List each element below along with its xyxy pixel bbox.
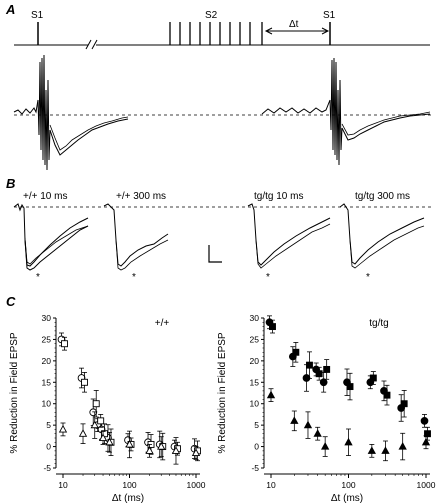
trace-label-wt-10ms: +/+ 10 ms xyxy=(23,191,67,202)
field-epsp-trace-left xyxy=(13,54,129,171)
data-point-triangle xyxy=(381,446,390,454)
y-tick-label: 0 xyxy=(254,442,259,452)
data-point-triangle xyxy=(290,416,299,424)
x-tick-label: 10 xyxy=(266,480,276,490)
data-point-square xyxy=(424,430,431,438)
y-tick-label: 30 xyxy=(250,313,260,323)
panel-a-letter: A xyxy=(5,2,15,17)
trace-label-tg-10ms: tg/tg 10 ms xyxy=(254,191,303,202)
x-tick-label: 100 xyxy=(122,480,136,490)
trace-wt-10ms xyxy=(13,203,89,271)
data-point-square xyxy=(346,383,354,391)
data-point-circle xyxy=(420,417,429,425)
data-point-circle xyxy=(319,378,328,387)
data-point-square xyxy=(315,370,323,378)
y-tick-label: 20 xyxy=(250,356,260,366)
data-point-triangle xyxy=(98,433,108,442)
y-tick-label: 15 xyxy=(250,377,260,387)
y-tick-label: 30 xyxy=(42,313,52,323)
chart-tg: -5 0 5 10 15 20 25 30 10 100 1000 Δt (ms) % Reductio… xyxy=(217,313,436,503)
y-tick-label: 25 xyxy=(42,334,52,344)
chart-title: tg/tg xyxy=(369,318,388,329)
asterisk-1: * xyxy=(36,272,40,283)
stimulus-train xyxy=(169,22,263,45)
y-tick-label: 5 xyxy=(46,420,51,430)
data-point-triangle xyxy=(78,429,88,437)
data-point-triangle xyxy=(157,442,166,450)
data-point-square xyxy=(92,400,100,408)
scale-bar xyxy=(208,245,222,263)
y-tick-label: -5 xyxy=(43,463,51,473)
y-tick-label: 10 xyxy=(42,399,52,409)
chart-title: +/+ xyxy=(155,318,170,329)
data-point-triangle xyxy=(303,420,313,429)
chart-wildtype: -5 0 5 10 15 20 25 30 10 100 1000 Δt (ms) % Reductio… xyxy=(9,313,206,503)
data-point-triangle xyxy=(145,446,154,454)
asterisk-2: * xyxy=(132,272,136,283)
data-point-circle xyxy=(89,408,98,417)
x-tick-label: 10 xyxy=(58,480,68,490)
trace-label-wt-300ms: +/+ 300 ms xyxy=(116,191,166,202)
panel-c-letter: C xyxy=(6,294,16,309)
data-point-square xyxy=(81,378,88,386)
y-tick-label: 10 xyxy=(250,399,260,409)
delta-t-label: Δt xyxy=(289,19,299,30)
s2-label: S2 xyxy=(205,10,218,21)
data-point-square xyxy=(97,417,105,425)
y-axis-label: % Reduction in Field EPSP xyxy=(9,332,20,454)
y-axis-label: % Reduction in Field EPSP xyxy=(217,332,228,454)
s1-label-left: S1 xyxy=(31,10,44,21)
data-point-triangle xyxy=(58,424,68,433)
data-point-square xyxy=(269,323,276,331)
field-epsp-trace-right xyxy=(261,57,431,166)
data-point-triangle xyxy=(90,420,99,429)
asterisk-3: * xyxy=(266,272,270,283)
trace-wt-300ms xyxy=(103,203,169,271)
x-tick-label: 1000 xyxy=(187,480,206,490)
data-point-triangle xyxy=(266,390,276,399)
x-tick-label: 100 xyxy=(341,480,355,490)
trace-tg-300ms xyxy=(339,203,425,269)
x-axis-label: Δt (ms) xyxy=(331,493,363,503)
y-tick-label: -5 xyxy=(251,463,259,473)
data-point-triangle xyxy=(367,446,376,454)
s1-label-right: S1 xyxy=(323,10,336,21)
trace-tg-10ms xyxy=(247,203,331,269)
y-tick-label: 20 xyxy=(42,356,52,366)
data-point-square xyxy=(292,348,300,356)
data-point-triangle xyxy=(421,437,431,446)
data-point-triangle xyxy=(171,446,181,454)
y-tick-label: 5 xyxy=(254,420,259,430)
data-point-square xyxy=(61,340,68,348)
y-tick-label: 15 xyxy=(42,377,52,387)
y-tick-label: 25 xyxy=(250,334,260,344)
data-point-triangle xyxy=(105,437,114,446)
stimulus-line xyxy=(14,22,430,50)
data-point-triangle xyxy=(191,448,201,457)
x-tick-label: 1000 xyxy=(417,480,436,490)
data-point-square xyxy=(369,374,377,382)
data-point-circle xyxy=(302,374,311,382)
data-point-square xyxy=(306,361,313,369)
asterisk-4: * xyxy=(366,272,370,283)
trace-label-tg-300ms: tg/tg 300 ms xyxy=(355,191,410,202)
x-axis-label: Δt (ms) xyxy=(112,493,144,503)
y-tick-label: 0 xyxy=(46,442,51,452)
data-point-triangle xyxy=(313,429,322,437)
data-point-triangle xyxy=(398,442,407,450)
data-point-square xyxy=(323,365,331,373)
data-point-triangle xyxy=(321,442,330,450)
data-point-triangle xyxy=(344,437,353,446)
data-point-square xyxy=(383,391,391,399)
data-point-square xyxy=(400,400,408,408)
panel-b-letter: B xyxy=(6,176,15,191)
data-point-triangle xyxy=(125,439,134,448)
